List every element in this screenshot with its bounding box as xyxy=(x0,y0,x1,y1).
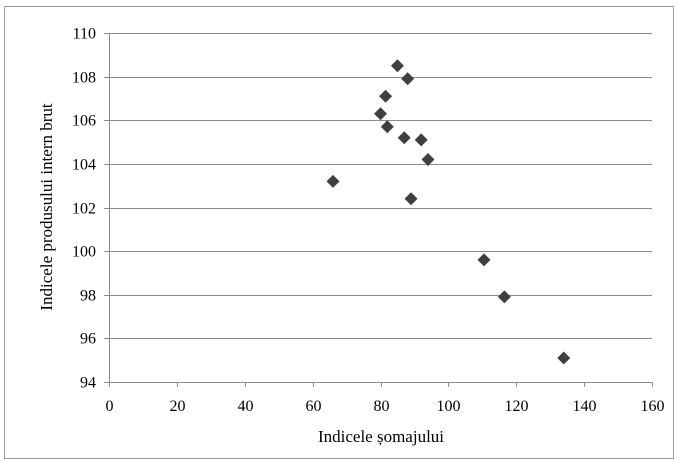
y-tick-label: 98 xyxy=(80,288,96,305)
data-point xyxy=(497,290,511,304)
data-point xyxy=(401,72,415,86)
y-axis-title: Indicele produsului intern brut xyxy=(37,103,56,311)
y-tick-label: 110 xyxy=(73,26,96,43)
y-tick-label: 106 xyxy=(72,113,96,130)
data-point xyxy=(326,174,340,188)
x-tick-label: 80 xyxy=(374,398,390,415)
data-point xyxy=(397,131,411,145)
data-point xyxy=(404,192,418,206)
gridlines xyxy=(109,33,652,339)
y-tick-label: 104 xyxy=(72,157,96,174)
y-tick-label: 96 xyxy=(80,331,96,348)
tick-labels: 94 96 98 100 102 104 106 108 110 0 20 40 60 80 100 120 1… xyxy=(72,26,665,416)
x-tick-label: 160 xyxy=(641,398,665,415)
data-point xyxy=(380,120,394,134)
y-tick-label: 108 xyxy=(72,70,96,87)
data-point xyxy=(421,153,435,167)
y-tick-label: 102 xyxy=(72,201,96,218)
data-point xyxy=(379,89,393,103)
x-tick-label: 20 xyxy=(170,398,186,415)
x-tick-label: 140 xyxy=(573,398,597,415)
data-point xyxy=(374,107,387,121)
x-tick-label: 40 xyxy=(238,398,254,415)
data-point xyxy=(477,253,491,267)
y-tick-label: 100 xyxy=(72,244,96,261)
x-tick-label: 0 xyxy=(106,398,114,415)
y-tick-label: 94 xyxy=(80,375,96,392)
x-tick-label: 120 xyxy=(505,398,529,415)
x-tick-label: 100 xyxy=(437,398,461,415)
chart-frame xyxy=(4,6,674,459)
data-points xyxy=(326,59,571,365)
x-axis-title: Indicele șomajului xyxy=(318,427,444,446)
data-point xyxy=(557,351,571,365)
data-point xyxy=(414,133,428,147)
axes xyxy=(104,33,653,387)
data-point xyxy=(390,59,404,73)
x-tick-label: 60 xyxy=(306,398,322,415)
